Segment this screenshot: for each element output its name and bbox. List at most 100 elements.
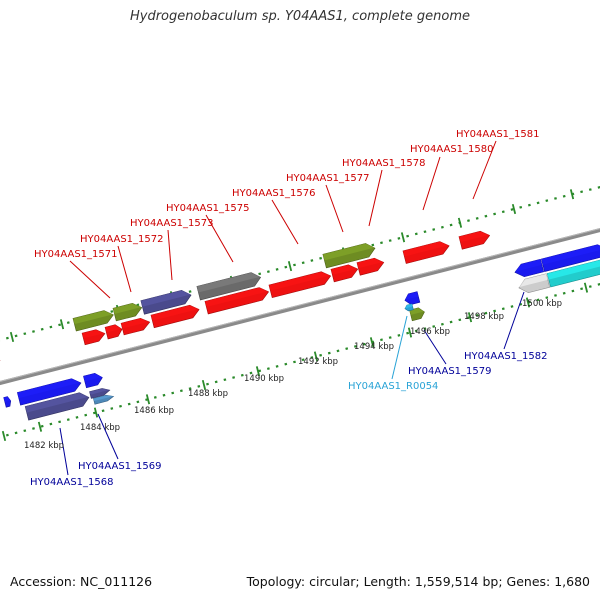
tick-dot (588, 285, 592, 288)
tick-dot (84, 413, 88, 417)
tick-dot (580, 287, 584, 291)
major-tick (145, 394, 151, 405)
tick-dot (275, 365, 279, 368)
gene-red-c (120, 317, 151, 336)
gene-1577-arrow (322, 243, 376, 269)
tick-dot (66, 321, 70, 324)
tick-dot (153, 396, 157, 399)
gene-red-b (104, 324, 123, 340)
tick-dot (580, 190, 584, 194)
tick-dot (32, 427, 35, 430)
leader-upper-4 (271, 199, 299, 245)
major-tick (37, 421, 43, 432)
leader-lower-4 (503, 291, 525, 350)
tick-dot (467, 219, 470, 222)
gene-label-upper: HY04AAS1_1577 (286, 173, 369, 184)
tick-dot (362, 342, 366, 346)
tick-dot (284, 362, 288, 366)
major-tick (467, 312, 473, 323)
gene-blue-edge (3, 396, 12, 408)
tick-dot (493, 309, 497, 313)
tick-dot (397, 333, 401, 337)
tick-dot (14, 334, 18, 338)
tick-dot (240, 373, 244, 377)
tick-dot (23, 332, 27, 336)
label-leader-lines (59, 140, 525, 476)
tick-dot (423, 230, 427, 234)
major-tick (9, 331, 15, 343)
tick-dot (232, 376, 236, 379)
major-tick (583, 282, 589, 293)
major-tick (369, 337, 375, 348)
gene-1578-arrow (330, 264, 359, 283)
scale-label: 1482 kbp (24, 441, 64, 451)
gene-label-lower: HY04AAS1_1568 (30, 477, 113, 488)
gene-label-lower: HY04AAS1_1569 (78, 461, 161, 472)
tick-dot (336, 349, 340, 353)
tick-dot (5, 433, 9, 437)
tick-dot (501, 210, 505, 214)
tick-dot (266, 270, 270, 273)
tick-dot (432, 325, 436, 328)
scale-label: 1488 kbp (188, 389, 228, 399)
tick-dot (101, 409, 105, 413)
tick-dot (14, 431, 18, 435)
gene-labels: HY04AAS1_1571 HY04AAS1_1572 HY04AAS1_1573 H… (30, 129, 547, 488)
gene-label-upper: HY04AAS1_1581 (456, 129, 539, 140)
tick-dot (423, 327, 427, 331)
major-tick (287, 261, 293, 272)
tick-dot (293, 263, 296, 267)
gene-red-f (356, 257, 385, 276)
leader-upper-3 (205, 214, 234, 263)
tick-dot (284, 265, 288, 269)
tick-dot (406, 331, 410, 335)
tick-dot (223, 378, 227, 382)
tick-dot (301, 358, 305, 362)
tick-dot (388, 239, 392, 242)
tick-dot (501, 307, 505, 311)
tick-dot (510, 208, 514, 211)
gene-1569b-arrow (93, 394, 115, 405)
gene-label-lower: HY04AAS1_R0054 (348, 381, 438, 392)
tick-dot (206, 382, 209, 386)
scale-label: 1496 kbp (410, 327, 450, 337)
tick-dot (32, 330, 35, 333)
leader-upper-1 (117, 245, 132, 293)
leader-upper-5 (325, 184, 344, 233)
gene-label-upper: HY04AAS1_1578 (342, 158, 425, 169)
tick-dot (588, 188, 592, 191)
tick-dot (214, 380, 218, 384)
gene-1569-arrow (89, 388, 111, 399)
scale-label: 1498 kbp (464, 312, 504, 322)
tick-dot (171, 391, 175, 395)
rna-r0054-arrow (404, 303, 414, 312)
tick-dot (545, 296, 549, 300)
tick-dot (266, 367, 270, 370)
tick-dot (440, 225, 444, 229)
gene-1568-arrow (24, 392, 90, 421)
tick-dot (310, 356, 314, 359)
scale-labels: 1482 kbp 1484 kbp 1486 kbp 1488 kbp 1490 kbp… (24, 299, 562, 451)
tick-dot (49, 325, 53, 329)
tick-dot (258, 369, 262, 373)
major-tick (59, 319, 65, 330)
tick-dot (536, 201, 540, 205)
tick-dot (475, 217, 479, 220)
tick-dot (406, 234, 410, 238)
gene-label-lower: HY04AAS1_1579 (408, 366, 491, 377)
major-tick (255, 366, 261, 377)
gene-1581-arrow (458, 230, 491, 250)
backbone-line (0, 228, 600, 386)
major-tick (525, 297, 531, 308)
scale-label: 1492 kbp (298, 357, 338, 367)
scale-label: 1490 kbp (244, 374, 284, 384)
tick-dot (493, 212, 497, 216)
tick-dot (319, 256, 323, 260)
tick-dot (519, 205, 523, 209)
tick-dot (371, 243, 375, 247)
gene-red-e (268, 271, 332, 299)
tick-dot (49, 422, 53, 426)
tick-dot (58, 420, 62, 424)
gene-label-upper: HY04AAS1_1573 (130, 218, 213, 229)
tick-dot (554, 197, 557, 200)
